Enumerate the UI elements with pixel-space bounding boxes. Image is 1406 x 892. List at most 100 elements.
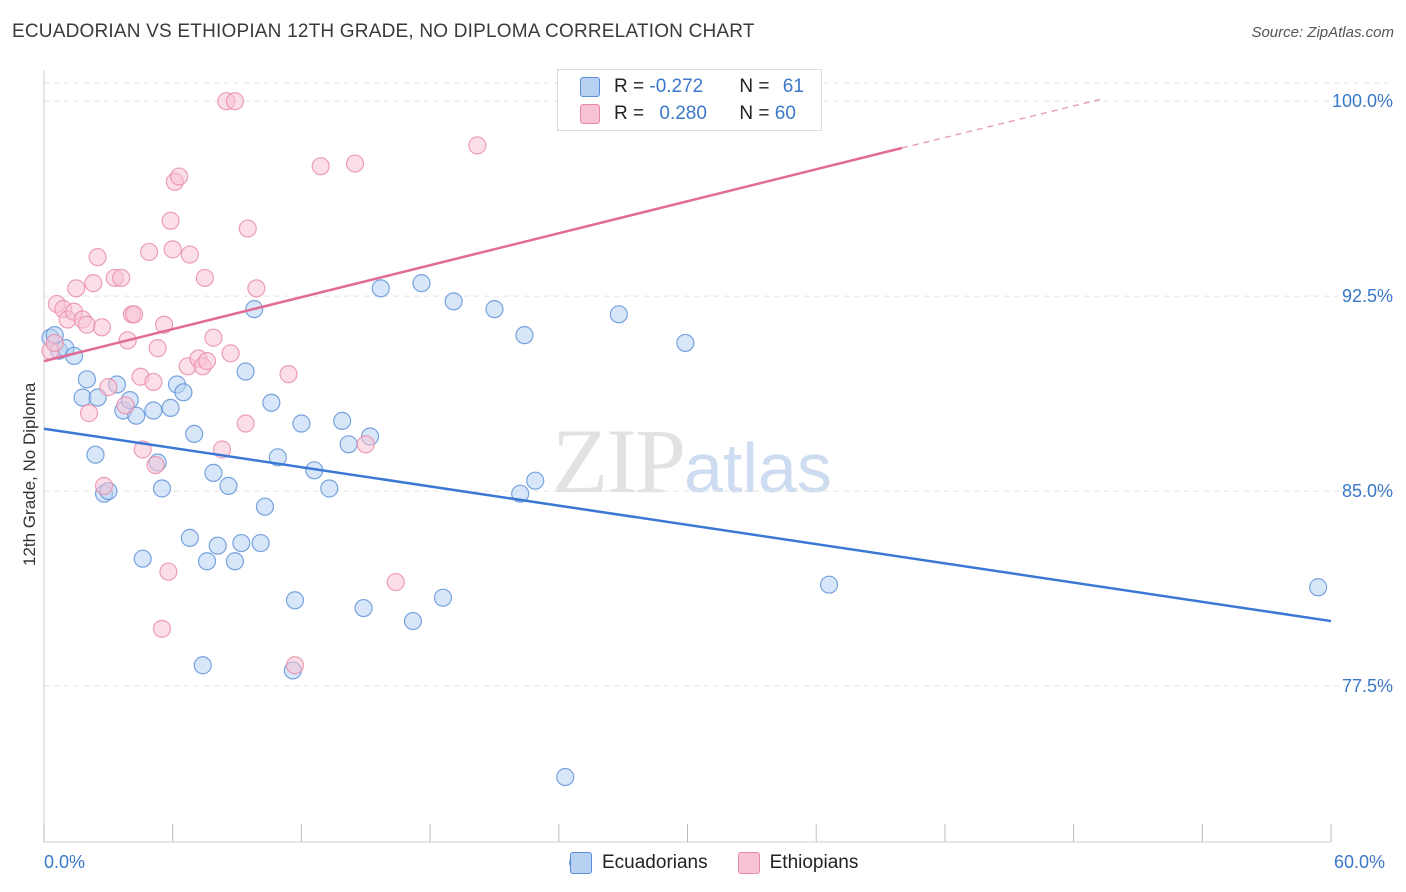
data-point-ethiopians <box>221 344 240 363</box>
data-point-ethiopians <box>311 157 330 176</box>
data-point-ecuadorians <box>403 611 423 631</box>
data-point-ethiopians <box>285 656 305 675</box>
data-point-ethiopians <box>152 619 172 638</box>
legend-swatch-ethiopians <box>580 104 600 124</box>
data-point-ethiopians <box>140 242 159 262</box>
data-point-ethiopians <box>468 136 487 155</box>
chart-title: ECUADORIAN VS ETHIOPIAN 12TH GRADE, NO D… <box>12 21 755 42</box>
data-point-ecuadorians <box>1309 578 1328 597</box>
trend-line-ethiopians <box>43 146 903 363</box>
data-point-ethiopians <box>225 92 245 111</box>
y-tick-label: 100.0% <box>1332 91 1393 111</box>
data-point-ethiopians <box>279 365 298 384</box>
data-point-ethiopians <box>79 404 99 423</box>
data-point-ethiopians <box>88 248 107 267</box>
legend-n-label: N = <box>739 103 775 124</box>
legend-item-ecuadorians: Ecuadorians <box>570 852 708 874</box>
data-point-ecuadorians <box>193 656 212 675</box>
legend-r-label: R = <box>614 103 650 124</box>
data-point-ecuadorians <box>204 463 223 482</box>
data-point-ecuadorians <box>609 305 628 324</box>
data-point-ecuadorians <box>676 333 695 353</box>
data-point-ecuadorians <box>174 383 193 402</box>
data-point-ecuadorians <box>225 552 245 571</box>
legend-r-label: R = <box>614 76 650 97</box>
legend-swatch-ecuadorians <box>580 77 600 97</box>
data-point-ethiopians <box>236 414 255 433</box>
data-point-ethiopians <box>197 352 217 371</box>
data-point-ecuadorians <box>144 401 163 420</box>
data-point-ecuadorians <box>511 484 530 503</box>
legend-n-value-ethiopians: 60 <box>774 103 796 124</box>
legend-label-ecuadorians: Ecuadorians <box>602 852 708 873</box>
data-point-ethiopians <box>67 279 86 298</box>
data-point-ecuadorians <box>485 300 504 319</box>
source-note: Source: ZipAtlas.com <box>1251 24 1394 41</box>
data-point-ethiopians <box>148 339 167 358</box>
data-point-ecuadorians <box>515 326 534 345</box>
data-point-ecuadorians <box>180 528 199 547</box>
y-tick-label: 77.5% <box>1342 676 1393 696</box>
data-point-ethiopians <box>195 268 214 288</box>
y-tick-label: 85.0% <box>1342 481 1393 501</box>
data-point-ethiopians <box>99 378 118 397</box>
x-tick-label-max: 60.0% <box>1334 852 1386 872</box>
legend-label-ethiopians: Ethiopians <box>769 852 859 873</box>
data-point-ethiopians <box>180 245 199 264</box>
watermark: ZIPatlas <box>552 408 832 514</box>
data-point-ecuadorians <box>232 533 251 553</box>
data-point-ecuadorians <box>251 533 270 553</box>
data-point-ethiopians <box>247 279 266 298</box>
data-point-ethiopians <box>45 333 64 353</box>
data-point-ecuadorians <box>133 549 152 568</box>
trend-line-ecuadorians <box>43 427 1332 623</box>
data-point-ecuadorians <box>371 279 390 298</box>
data-point-ecuadorians <box>262 393 281 412</box>
correlation-legend: R = -0.272 N = 61 R = 0.280 N = 60 <box>557 69 822 131</box>
data-point-ecuadorians <box>255 497 275 516</box>
data-point-ethiopians <box>84 274 103 293</box>
data-point-ecuadorians <box>219 476 238 495</box>
data-point-ecuadorians <box>444 292 463 311</box>
data-point-ecuadorians <box>197 552 217 571</box>
data-point-ecuadorians <box>333 411 352 431</box>
data-point-ecuadorians <box>354 598 373 618</box>
legend-n-label: N = <box>739 76 775 97</box>
data-point-ecuadorians <box>526 471 545 490</box>
legend-n-value-ecuadorians: 61 <box>782 76 804 97</box>
watermark-atlas: atlas <box>684 429 832 507</box>
data-point-ethiopians <box>112 268 131 288</box>
data-point-ethiopians <box>204 328 223 347</box>
legend-swatch-ethiopians <box>737 852 760 874</box>
data-point-ethiopians <box>144 372 163 392</box>
data-point-ethiopians <box>77 315 97 334</box>
legend-row-ecuadorians: R = -0.272 N = 61 <box>580 74 804 100</box>
data-point-ethiopians <box>94 476 114 495</box>
data-point-ethiopians <box>170 167 189 186</box>
data-point-ecuadorians <box>161 398 180 418</box>
data-point-ecuadorians <box>412 274 431 293</box>
data-point-ecuadorians <box>433 588 453 607</box>
data-point-ecuadorians <box>292 414 311 433</box>
x-tick-label-min: 0.0% <box>44 852 86 872</box>
watermark-zip: ZIP <box>552 410 686 512</box>
trend-line-extension-ethiopians <box>901 97 1104 149</box>
data-point-ethiopians <box>124 305 144 324</box>
data-point-ethiopians <box>159 562 178 581</box>
data-point-ecuadorians <box>236 362 255 381</box>
data-point-ecuadorians <box>285 591 305 610</box>
data-point-ecuadorians <box>86 445 105 464</box>
data-point-ecuadorians <box>819 575 839 594</box>
y-tick-label: 92.5% <box>1342 286 1393 306</box>
data-point-ethiopians <box>356 435 375 454</box>
data-point-ethiopians <box>146 455 165 475</box>
legend-row-ethiopians: R = 0.280 N = 60 <box>580 101 796 127</box>
data-point-ecuadorians <box>77 370 97 389</box>
data-point-ethiopians <box>92 318 112 337</box>
data-point-ethiopians <box>163 240 182 259</box>
data-point-ecuadorians <box>185 424 204 444</box>
data-point-ecuadorians <box>556 767 575 787</box>
data-point-ethiopians <box>116 396 135 415</box>
data-point-ecuadorians <box>339 435 358 454</box>
